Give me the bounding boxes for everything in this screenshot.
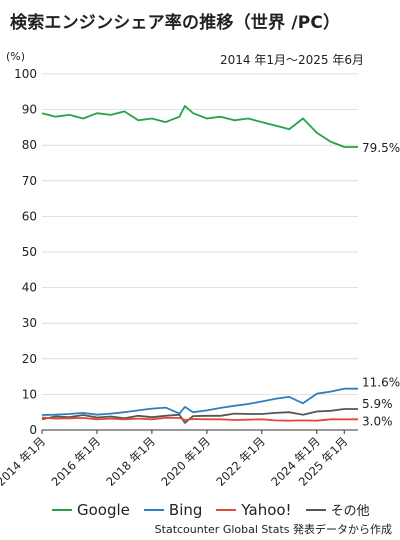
legend-item-google: Google (52, 501, 130, 519)
y-tick-label: 70 (22, 174, 37, 188)
x-tick-label: 2014 年1月 (0, 434, 48, 489)
series-line-bing (41, 387, 358, 416)
series-line-yahoo (41, 416, 358, 422)
legend-item-yahoo: Yahoo! (216, 500, 292, 519)
y-tick-label: 0 (29, 423, 37, 437)
legend-label-other: その他 (330, 504, 370, 519)
chart-title: 検索エンジンシェア率の推移（世界 /PC） (10, 13, 341, 33)
series-line-other (41, 408, 358, 424)
y-tick-label: 20 (22, 352, 37, 366)
chart-subtitle: 2014 年1月〜2025 年6月 (220, 53, 364, 67)
y-axis-label: (%) (6, 50, 25, 63)
x-tick-label: 2016 年1月 (48, 434, 103, 489)
chart-legend: Google Bing Yahoo! その他 (52, 500, 370, 519)
end-label-google: 79.5% (362, 141, 400, 155)
legend-label-google: Google (77, 500, 130, 519)
legend-swatch-bing (143, 508, 164, 511)
x-tick-label: 2020 年1月 (158, 434, 213, 489)
y-tick-label: 90 (22, 103, 37, 117)
x-tick-label: 2022 年1月 (213, 434, 268, 489)
x-tick-label: 2018 年1月 (103, 434, 158, 489)
source-note: Statcounter Global Stats 発表データから作成 (154, 523, 392, 536)
end-label-other: 5.9% (362, 397, 393, 411)
end-label-yahoo: 3.0% (362, 414, 393, 428)
legend-swatch-other (305, 508, 326, 511)
y-tick-label: 40 (22, 281, 37, 295)
y-tick-label: 80 (22, 138, 37, 152)
legend-item-bing: Bing (143, 500, 203, 519)
end-label-bing: 11.6% (362, 376, 400, 390)
legend-swatch-yahoo (216, 508, 237, 511)
y-tick-label: 50 (22, 245, 37, 259)
y-tick-label: 30 (22, 316, 37, 330)
legend-item-other: その他 (305, 500, 370, 519)
legend-label-yahoo: Yahoo! (241, 500, 292, 519)
y-tick-label: 60 (22, 209, 37, 223)
legend-swatch-google (52, 508, 72, 511)
legend-label-bing: Bing (168, 500, 203, 519)
series-line-google (41, 105, 358, 148)
y-tick-label: 100 (14, 67, 37, 81)
y-tick-label: 10 (22, 387, 37, 401)
